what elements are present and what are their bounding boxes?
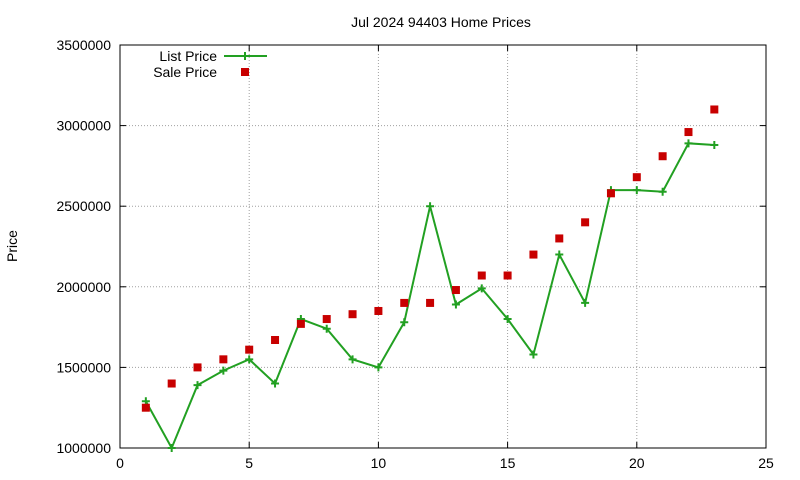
- x-tick-label: 25: [758, 455, 774, 471]
- chart-title: Jul 2024 94403 Home Prices: [351, 14, 531, 30]
- list-price-point: [710, 140, 719, 149]
- x-tick-label: 20: [629, 455, 645, 471]
- legend-swatch-square: [241, 68, 249, 76]
- series-layer: [141, 105, 719, 452]
- y-tick-label: 1500000: [56, 359, 111, 375]
- sale-price-point: [374, 306, 383, 315]
- sale-price-point: [581, 218, 590, 227]
- sale-price-point: [503, 271, 512, 280]
- sale-price-point: [684, 128, 693, 137]
- sale-price-point: [426, 298, 435, 307]
- list-price-point: [658, 187, 667, 196]
- list-price-point: [322, 324, 331, 333]
- x-tick-label: 5: [245, 455, 253, 471]
- sale-price-point: [296, 319, 305, 328]
- list-price-point: [581, 298, 590, 307]
- list-price-point: [271, 379, 280, 388]
- x-tick-label: 15: [500, 455, 516, 471]
- legend-label-1: Sale Price: [153, 64, 217, 80]
- legend-label-0: List Price: [159, 48, 217, 64]
- sale-price-point: [167, 379, 176, 388]
- tick-labels: 0 5 10 15 20 25 1000000 1500000 2000000 2500000 30…: [56, 37, 774, 471]
- sale-price-point: [245, 345, 254, 354]
- sale-price-point: [141, 403, 150, 412]
- sale-price-point: [271, 335, 280, 344]
- list-price-point: [529, 350, 538, 359]
- sale-price-point: [658, 152, 667, 161]
- sale-price-point: [555, 234, 564, 243]
- sale-price-point: [710, 105, 719, 114]
- list-price-point: [426, 202, 435, 211]
- sale-price-point: [477, 271, 486, 280]
- list-price-point: [245, 355, 254, 364]
- sale-price-point: [400, 298, 409, 307]
- list-price-point: [632, 186, 641, 195]
- plot-border: [119, 44, 767, 449]
- legend-swatch-marker: [241, 52, 249, 60]
- list-price-point: [400, 318, 409, 327]
- series-0: [141, 139, 719, 452]
- list-price-point: [503, 315, 512, 324]
- list-price-point: [555, 250, 564, 259]
- grid-lines: [120, 45, 766, 448]
- x-tick-label: 10: [371, 455, 387, 471]
- sale-price-point: [193, 363, 202, 372]
- y-tick-label: 2500000: [56, 198, 111, 214]
- sale-price-point: [219, 355, 228, 364]
- y-tick-label: 3000000: [56, 118, 111, 134]
- list-price-point: [684, 139, 693, 148]
- series-1: [141, 105, 719, 412]
- list-price-point: [374, 363, 383, 372]
- sale-price-point: [606, 189, 615, 198]
- x-tick-label: 0: [116, 455, 124, 471]
- y-axis-label: Price: [4, 230, 20, 262]
- sale-price-point: [451, 286, 460, 295]
- y-tick-label: 1000000: [56, 440, 111, 456]
- sale-price-point: [632, 173, 641, 182]
- y-tick-label: 2000000: [56, 279, 111, 295]
- list-price-point: [348, 355, 357, 364]
- list-price-point: [193, 381, 202, 390]
- list-price-point: [451, 300, 460, 309]
- axes: [119, 44, 767, 449]
- list-price-line: [144, 142, 715, 451]
- list-price-point: [477, 284, 486, 293]
- list-price-point: [219, 366, 228, 375]
- sale-price-point: [529, 250, 538, 259]
- sale-price-point: [348, 310, 357, 319]
- list-price-point: [167, 444, 176, 452]
- y-tick-label: 3500000: [56, 37, 111, 53]
- sale-price-point: [322, 315, 331, 324]
